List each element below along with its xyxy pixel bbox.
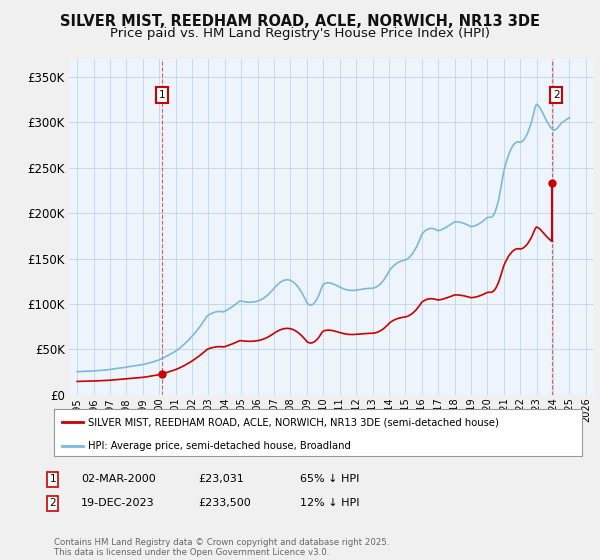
Text: HPI: Average price, semi-detached house, Broadland: HPI: Average price, semi-detached house,…: [88, 441, 351, 451]
Text: 2: 2: [553, 90, 560, 100]
Text: 02-MAR-2000: 02-MAR-2000: [81, 474, 156, 484]
Text: 2: 2: [49, 498, 56, 508]
Text: SILVER MIST, REEDHAM ROAD, ACLE, NORWICH, NR13 3DE: SILVER MIST, REEDHAM ROAD, ACLE, NORWICH…: [60, 14, 540, 29]
Text: Price paid vs. HM Land Registry's House Price Index (HPI): Price paid vs. HM Land Registry's House …: [110, 27, 490, 40]
Text: SILVER MIST, REEDHAM ROAD, ACLE, NORWICH, NR13 3DE (semi-detached house): SILVER MIST, REEDHAM ROAD, ACLE, NORWICH…: [88, 417, 499, 427]
Point: [157, 370, 167, 379]
Point: [548, 178, 557, 187]
Text: 12% ↓ HPI: 12% ↓ HPI: [300, 498, 359, 508]
Text: 65% ↓ HPI: 65% ↓ HPI: [300, 474, 359, 484]
Text: 19-DEC-2023: 19-DEC-2023: [81, 498, 155, 508]
Text: 1: 1: [159, 90, 166, 100]
Text: £23,031: £23,031: [198, 474, 244, 484]
Text: £233,500: £233,500: [198, 498, 251, 508]
Text: Contains HM Land Registry data © Crown copyright and database right 2025.
This d: Contains HM Land Registry data © Crown c…: [54, 538, 389, 557]
Text: 1: 1: [49, 474, 56, 484]
